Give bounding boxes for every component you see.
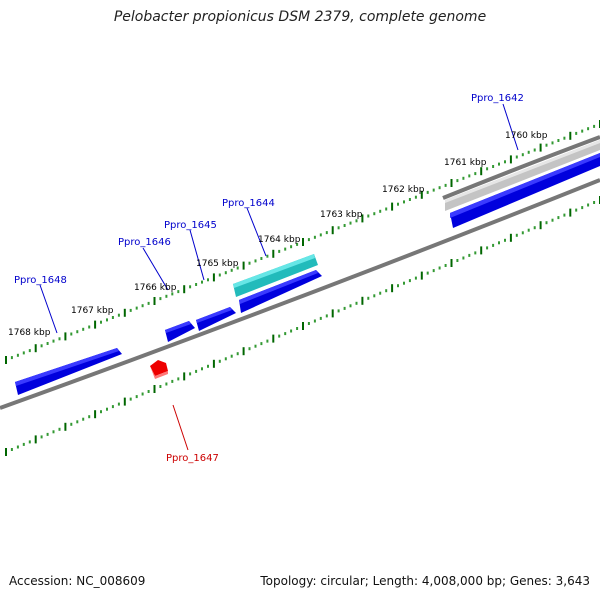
gene-ppro-1645-highlight <box>196 307 232 323</box>
callout-line-ppro-1647 <box>172 404 189 451</box>
gene-label-ppro-1644[interactable]: Ppro_1644 <box>222 198 275 209</box>
map-title: Pelobacter propionicus DSM 2379, complet… <box>113 9 487 25</box>
scale-tick-label: 1766 kbp <box>134 283 177 293</box>
gene-label-ppro-1648[interactable]: Ppro_1648 <box>14 275 67 286</box>
scale-ticks-bottom <box>5 196 600 456</box>
gene-ppro-1645[interactable] <box>196 307 236 331</box>
callout-line-ppro-1642 <box>502 103 519 151</box>
backbone-main <box>0 178 600 410</box>
gene-ppro-1646[interactable] <box>165 321 195 342</box>
gene-label-ppro-1645[interactable]: Ppro_1645 <box>164 220 217 231</box>
gene-ppro-1644[interactable] <box>239 270 322 313</box>
feature-grey-block-top <box>445 140 600 203</box>
gene-ppro-1648[interactable] <box>15 348 122 395</box>
scale-tick-label: 1760 kbp <box>505 131 548 141</box>
callout-line-ppro-1646 <box>142 247 169 291</box>
callout-line-ppro-1648 <box>39 284 58 334</box>
callout-line-ppro-1645 <box>189 229 205 281</box>
genome-summary-text: Topology: circular; Length: 4,008,000 bp… <box>260 574 590 588</box>
scale-tick-label: 1764 kbp <box>258 235 301 245</box>
scale-ticks-top <box>5 120 600 364</box>
accession-text: Accession: NC_008609 <box>9 574 146 588</box>
gene-label-ppro-1647[interactable]: Ppro_1647 <box>166 453 219 464</box>
gene-label-ppro-1646[interactable]: Ppro_1646 <box>118 237 171 248</box>
feature-cyan-block-top <box>233 254 315 288</box>
scale-tick-label: 1765 kbp <box>196 259 239 269</box>
gene-ppro-1646-highlight <box>165 321 191 333</box>
gene-ppro-1644-highlight <box>239 270 318 304</box>
gene-ppro-1642-highlight <box>450 153 600 218</box>
callout-line-ppro-1644 <box>246 207 267 257</box>
scale-tick-label: 1767 kbp <box>71 306 114 316</box>
scale-tick-label: 1763 kbp <box>320 210 363 220</box>
scale-tick-label: 1762 kbp <box>382 185 425 195</box>
backbone-top <box>442 135 600 200</box>
scale-tick-label: 1761 kbp <box>444 158 487 168</box>
gene-ppro-1648-highlight <box>15 348 119 386</box>
scale-tick-label: 1768 kbp <box>8 328 51 338</box>
gene-ppro-1647[interactable] <box>150 360 168 376</box>
gene-label-ppro-1642[interactable]: Ppro_1642 <box>471 93 524 104</box>
gene-ppro-1647-shade <box>150 366 168 379</box>
